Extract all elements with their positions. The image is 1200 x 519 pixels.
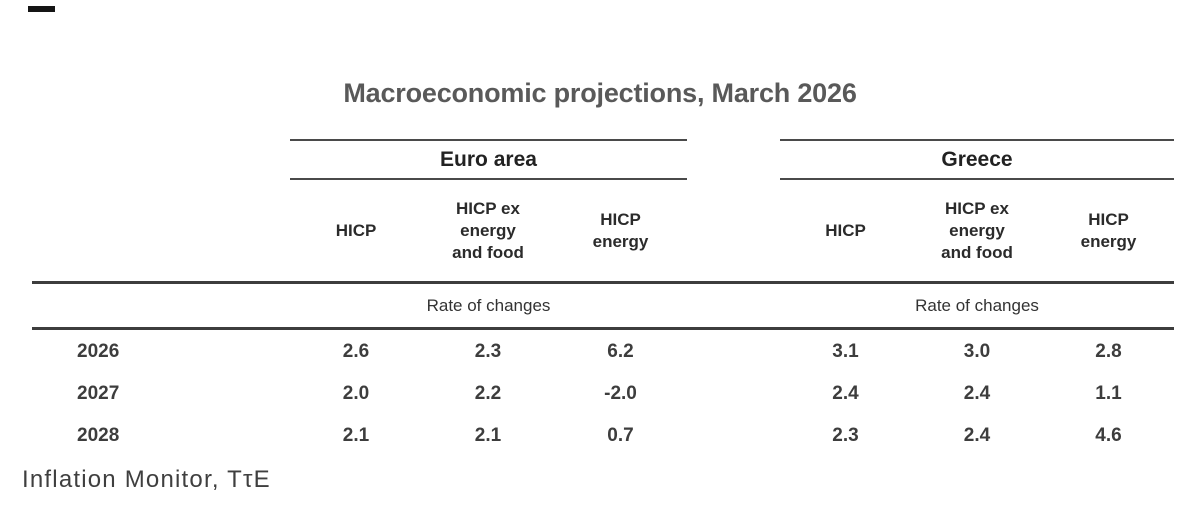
rate-of-changes-label-euro: Rate of changes <box>426 295 551 315</box>
column-header-greece-hicp: HICP <box>825 221 866 241</box>
year-cell: 2026 <box>77 341 120 362</box>
year-cell: 2027 <box>77 383 120 404</box>
value-cell-euro-hicp-ex: 2.1 <box>474 425 502 446</box>
value-cell-greece-hicp-ex: 3.0 <box>963 341 991 362</box>
group-label-euro-area: Euro area <box>440 147 537 171</box>
column-header-greece-hicp-energy: HICP energy <box>1080 210 1137 251</box>
value-cell-greece-hicp-ex: 2.4 <box>963 425 991 446</box>
table-row-2027: 2027 2.0 2.2 -2.0 2.4 2.4 1.1 <box>32 373 1174 415</box>
rate-of-changes-label-greece: Rate of changes <box>915 295 1039 315</box>
table-row-2026: 2026 2.6 2.3 6.2 3.1 3.0 2.8 <box>32 331 1174 373</box>
value-cell-greece-hicp-energy: 1.1 <box>1095 383 1122 404</box>
value-cell-greece-hicp-energy: 4.6 <box>1095 425 1122 446</box>
value-cell-greece-hicp: 2.4 <box>832 383 859 404</box>
value-cell-greece-hicp: 3.1 <box>832 341 859 362</box>
table-row-2028: 2028 2.1 2.1 0.7 2.3 2.4 4.6 <box>32 415 1174 457</box>
year-cell: 2028 <box>77 425 120 446</box>
column-header-greece-hicp-ex-energy-food: HICP ex energy and food <box>941 199 1013 262</box>
table-rule-bottom <box>32 327 1174 330</box>
source-note: Inflation Monitor, TτE <box>22 466 271 493</box>
group-header-euro-area: Euro area <box>290 139 687 180</box>
column-header-euro-hicp: HICP <box>335 221 377 241</box>
page-title: Macroeconomic projections, March 2026 <box>343 78 857 108</box>
group-header-greece: Greece <box>780 139 1174 180</box>
value-cell-euro-hicp: 2.0 <box>342 383 370 404</box>
projections-table-body: 2026 2.6 2.3 6.2 3.1 3.0 2.8 2027 2.0 2.… <box>32 331 1174 457</box>
corner-mark <box>28 6 55 12</box>
value-cell-greece-hicp-energy: 2.8 <box>1095 341 1122 362</box>
table-rule-top <box>32 281 1174 284</box>
value-cell-greece-hicp-ex: 2.4 <box>963 383 991 404</box>
value-cell-euro-hicp-energy: 6.2 <box>607 341 634 362</box>
column-header-euro-hicp-energy: HICP energy <box>592 210 649 251</box>
group-label-greece: Greece <box>941 147 1013 171</box>
value-cell-euro-hicp: 2.1 <box>342 425 370 446</box>
value-cell-euro-hicp-energy: -2.0 <box>604 383 637 404</box>
column-header-euro-hicp-ex-energy-food: HICP ex energy and food <box>452 199 524 262</box>
value-cell-euro-hicp-ex: 2.2 <box>474 383 502 404</box>
value-cell-euro-hicp-energy: 0.7 <box>607 425 634 446</box>
value-cell-euro-hicp: 2.6 <box>342 341 370 362</box>
value-cell-euro-hicp-ex: 2.3 <box>474 341 502 362</box>
value-cell-greece-hicp: 2.3 <box>832 425 859 446</box>
